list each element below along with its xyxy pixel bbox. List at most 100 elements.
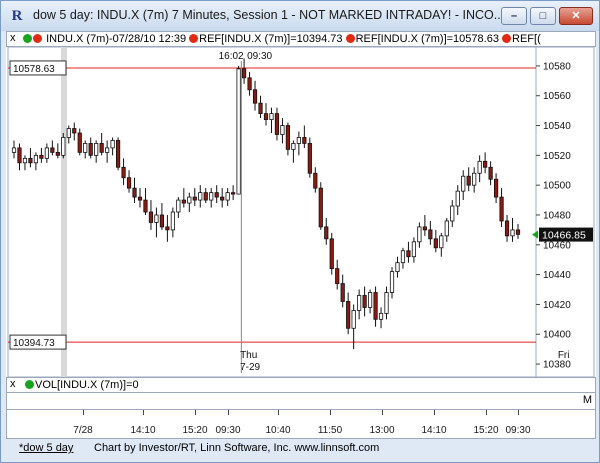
candle[interactable]	[274, 113, 280, 135]
candle[interactable]	[400, 250, 406, 264]
candle[interactable]	[236, 68, 241, 195]
title-bar[interactable]: R dow 5 day: INDU.X (7m) 7 Minutes, Sess…	[1, 1, 599, 31]
candle[interactable]	[428, 229, 433, 240]
candle[interactable]	[50, 147, 55, 153]
time-axis[interactable]: 7/28 14:10 15:20 09:30 10:40 11:50 13:00 14:10 1…	[6, 409, 596, 439]
candle[interactable]	[504, 220, 510, 237]
candle[interactable]	[263, 113, 269, 120]
candle[interactable]	[148, 211, 154, 223]
green-dot-icon[interactable]	[25, 380, 34, 389]
candle[interactable]	[373, 292, 378, 320]
candle[interactable]	[83, 143, 88, 153]
candle[interactable]	[510, 229, 515, 237]
candle[interactable]	[154, 214, 159, 223]
candle[interactable]	[28, 157, 33, 164]
candle[interactable]	[340, 283, 345, 302]
candle[interactable]	[269, 113, 274, 120]
candle[interactable]	[159, 214, 165, 228]
candle[interactable]	[466, 175, 471, 186]
candle[interactable]	[280, 125, 285, 135]
candle[interactable]	[362, 295, 367, 308]
red-dot-icon[interactable]	[33, 34, 42, 43]
candle[interactable]	[493, 178, 499, 198]
candle[interactable]	[17, 147, 22, 164]
volume-pane[interactable]: M	[6, 393, 596, 409]
candle[interactable]	[252, 89, 258, 104]
candle[interactable]	[220, 196, 225, 201]
candle[interactable]	[22, 157, 28, 164]
candle[interactable]	[55, 151, 60, 156]
candle[interactable]	[499, 196, 504, 222]
candle[interactable]	[285, 125, 291, 150]
candle[interactable]	[472, 172, 477, 186]
candle[interactable]	[187, 196, 192, 204]
candle[interactable]	[126, 177, 132, 189]
candle[interactable]	[99, 143, 104, 153]
candle[interactable]	[170, 211, 175, 231]
candle[interactable]	[11, 147, 17, 153]
red-dot-icon[interactable]	[502, 34, 512, 43]
candle[interactable]	[94, 143, 99, 156]
candle[interactable]	[367, 292, 373, 308]
candle[interactable]	[61, 137, 66, 156]
candle[interactable]	[203, 192, 208, 201]
candle[interactable]	[137, 196, 143, 201]
candle[interactable]	[33, 154, 39, 164]
candle[interactable]	[313, 172, 318, 189]
ref-low-legend[interactable]: REF[INDU.X (7m)]=10394.73	[199, 33, 343, 45]
ref-trailing-legend[interactable]: REF[(	[512, 33, 541, 45]
candle[interactable]	[455, 190, 460, 207]
candle[interactable]	[231, 192, 236, 195]
candle[interactable]	[346, 301, 351, 329]
candle[interactable]	[110, 140, 115, 149]
minimize-button[interactable]: –	[501, 7, 527, 25]
candle[interactable]	[357, 295, 362, 311]
candle[interactable]	[439, 235, 444, 249]
candle[interactable]	[351, 309, 356, 329]
candle[interactable]	[483, 160, 488, 168]
candle[interactable]	[225, 192, 230, 201]
candle[interactable]	[307, 143, 312, 174]
candle[interactable]	[121, 166, 126, 179]
price-chart-pane[interactable]: 10580 10560 10540 10520 10500 10480 10460 10440…	[6, 46, 596, 378]
volume-legend[interactable]: VOL[INDU.X (7m)]=0	[35, 379, 139, 391]
candle[interactable]	[515, 229, 521, 235]
candle[interactable]	[77, 132, 82, 153]
candle[interactable]	[143, 199, 148, 213]
candle[interactable]	[198, 192, 203, 201]
candle[interactable]	[488, 166, 493, 180]
candle[interactable]	[384, 292, 389, 314]
close-volume-pane-icon[interactable]: x	[10, 378, 16, 390]
candle[interactable]	[444, 220, 449, 237]
candle[interactable]	[318, 187, 323, 228]
candle[interactable]	[181, 199, 186, 204]
maximize-button[interactable]: □	[530, 7, 556, 25]
candle[interactable]	[477, 160, 482, 174]
candle[interactable]	[192, 196, 197, 201]
candle[interactable]	[291, 143, 296, 150]
candle[interactable]	[389, 271, 395, 293]
candle[interactable]	[115, 140, 121, 168]
close-pane-icon[interactable]: x	[10, 32, 16, 44]
candle[interactable]	[433, 238, 438, 249]
candle[interactable]	[406, 250, 411, 258]
candle[interactable]	[302, 137, 307, 144]
price-axis[interactable]	[535, 46, 595, 378]
candle[interactable]	[417, 226, 422, 243]
plot-area[interactable]	[7, 46, 537, 378]
candle[interactable]	[214, 192, 219, 198]
candle[interactable]	[329, 238, 334, 270]
candle[interactable]	[105, 147, 110, 153]
candle[interactable]	[335, 268, 340, 284]
red-dot-icon[interactable]	[345, 34, 355, 43]
candle[interactable]	[422, 226, 427, 231]
candle[interactable]	[258, 102, 263, 115]
candle[interactable]	[132, 187, 137, 198]
candle[interactable]	[176, 199, 181, 213]
candle[interactable]	[66, 128, 71, 138]
page-tab[interactable]: *dow 5 day	[19, 442, 74, 454]
candle[interactable]	[241, 68, 247, 79]
candle[interactable]	[88, 143, 93, 156]
candle[interactable]	[324, 226, 329, 240]
candle[interactable]	[461, 175, 466, 192]
